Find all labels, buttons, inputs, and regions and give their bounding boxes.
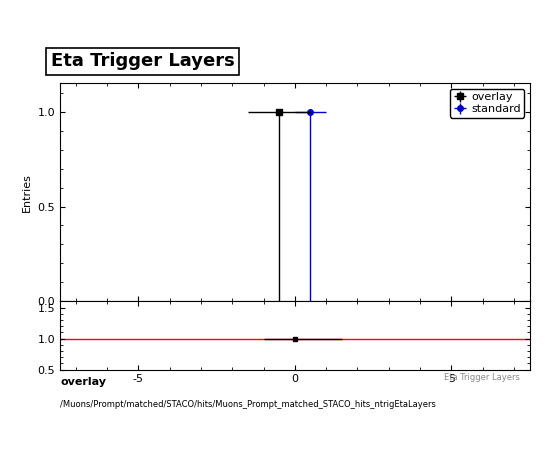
Legend: overlay, standard: overlay, standard <box>450 89 524 118</box>
Y-axis label: Entries: Entries <box>22 173 32 212</box>
Text: Eta Trigger Layers: Eta Trigger Layers <box>444 373 520 382</box>
Text: /Muons/Prompt/matched/STACO/hits/Muons_Prompt_matched_STACO_hits_ntrigEtaLayers: /Muons/Prompt/matched/STACO/hits/Muons_P… <box>60 400 436 408</box>
Text: overlay: overlay <box>60 377 106 387</box>
Text: Eta Trigger Layers: Eta Trigger Layers <box>51 52 234 70</box>
